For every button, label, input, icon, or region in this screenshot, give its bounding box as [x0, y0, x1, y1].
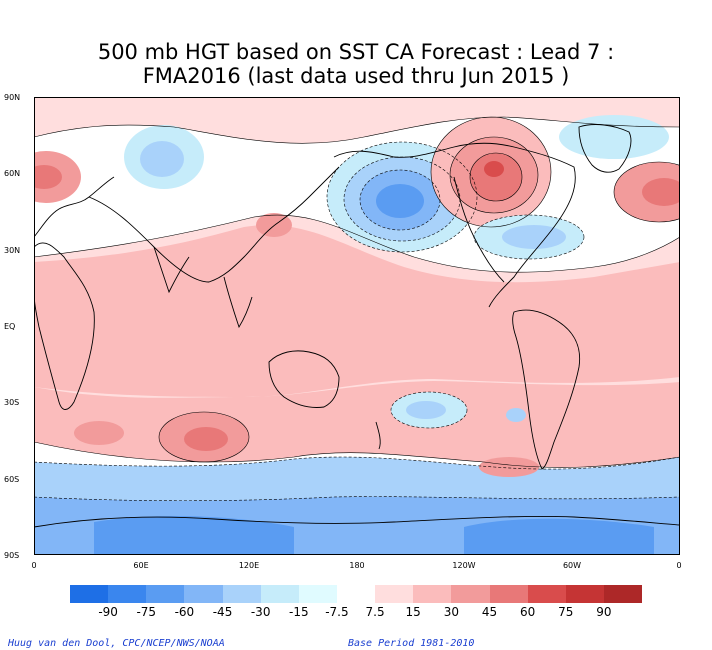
- colorbar-box: [146, 585, 185, 603]
- colorbar-tick-label: 15: [405, 605, 421, 619]
- chart-title-line2: FMA2016 (last data used thru Jun 2015 ): [142, 64, 570, 88]
- anomaly-map: [34, 97, 680, 555]
- colorbar-tick-label: -15: [288, 605, 309, 619]
- positive-band-north: [34, 97, 680, 144]
- colorbar-box: [260, 585, 299, 603]
- low-southeast-us-core: [502, 225, 566, 249]
- colorbar-box: [336, 585, 376, 603]
- colorbar-tick-label: -75: [136, 605, 157, 619]
- high-south-pacific: [479, 457, 539, 477]
- colorbar-box: [108, 585, 147, 603]
- low-arctic: [559, 115, 669, 159]
- colorbar-tick-label: 90: [596, 605, 612, 619]
- positive-band-tropics-core: [34, 225, 680, 397]
- colorbar-box: [451, 585, 490, 603]
- high-north-america-inner: [470, 153, 522, 201]
- colorbar-tick-label: -60: [174, 605, 195, 619]
- credit-text: Huug van den Dool, CPC/NCEP/NWS/NOAA: [8, 638, 225, 649]
- colorbar-tick-label: 7.5: [365, 605, 385, 619]
- colorbar-box: [565, 585, 604, 603]
- high-south-atlantic: [74, 421, 124, 445]
- colorbar-box: [489, 585, 528, 603]
- lat-label-90s: 90S: [4, 551, 20, 560]
- colorbar-box: [603, 585, 643, 603]
- chart-title-line1: 500 mb HGT based on SST CA Forecast : Le…: [97, 40, 615, 64]
- lat-label-30s: 30S: [4, 398, 20, 407]
- lon-label-0: 0: [31, 561, 37, 570]
- colorbar-tick-label: -7.5: [325, 605, 349, 619]
- high-north-atlantic-core: [642, 178, 680, 206]
- lon-label-60e: 60E: [133, 561, 149, 570]
- lon-label-0-right: 0: [676, 561, 682, 570]
- colorbar-box: [298, 585, 337, 603]
- colorbar-box: [375, 585, 414, 603]
- colorbar-box: [222, 585, 261, 603]
- lat-label-30n: 30N: [4, 246, 21, 255]
- lon-label-120e: 120E: [238, 561, 260, 570]
- lon-label-120w: 120W: [452, 561, 476, 570]
- map-border: [34, 97, 680, 555]
- colorbar-tick-label: 60: [519, 605, 536, 619]
- lon-label-180: 180: [349, 561, 365, 570]
- high-indian-ocean-core: [184, 427, 228, 451]
- low-siberia-core: [140, 141, 184, 177]
- lon-label-60w: 60W: [562, 561, 582, 570]
- colorbar-box: [413, 585, 452, 603]
- colorbar-box: [184, 585, 223, 603]
- colorbar-tick-label: -30: [250, 605, 271, 619]
- lat-label-60s: 60S: [4, 475, 20, 484]
- colorbar-tick-label: 30: [443, 605, 459, 619]
- high-north-america-core: [484, 161, 504, 177]
- negative-band-south-deep: [94, 515, 654, 555]
- colorbar-tick-label: -90: [98, 605, 118, 619]
- colorbar-tick-label: -45: [212, 605, 233, 619]
- low-south-pacific-core: [406, 401, 446, 419]
- coastlines: [34, 124, 680, 528]
- low-north-pacific-core: [376, 184, 424, 218]
- lat-label-60n: 60N: [4, 169, 21, 178]
- low-south-pacific-east: [506, 408, 526, 422]
- colorbar-box: [527, 585, 566, 603]
- lat-label-90n: 90N: [4, 93, 21, 102]
- high-europe-core: [34, 165, 62, 189]
- colorbar-box: [70, 585, 109, 603]
- lat-label-eq: EQ: [4, 322, 16, 331]
- base-period-text: Base Period 1981-2010: [348, 638, 475, 649]
- colorbar-tick-label: 45: [481, 605, 498, 619]
- colorbar: [70, 585, 643, 603]
- colorbar-tick-label: 75: [558, 605, 574, 619]
